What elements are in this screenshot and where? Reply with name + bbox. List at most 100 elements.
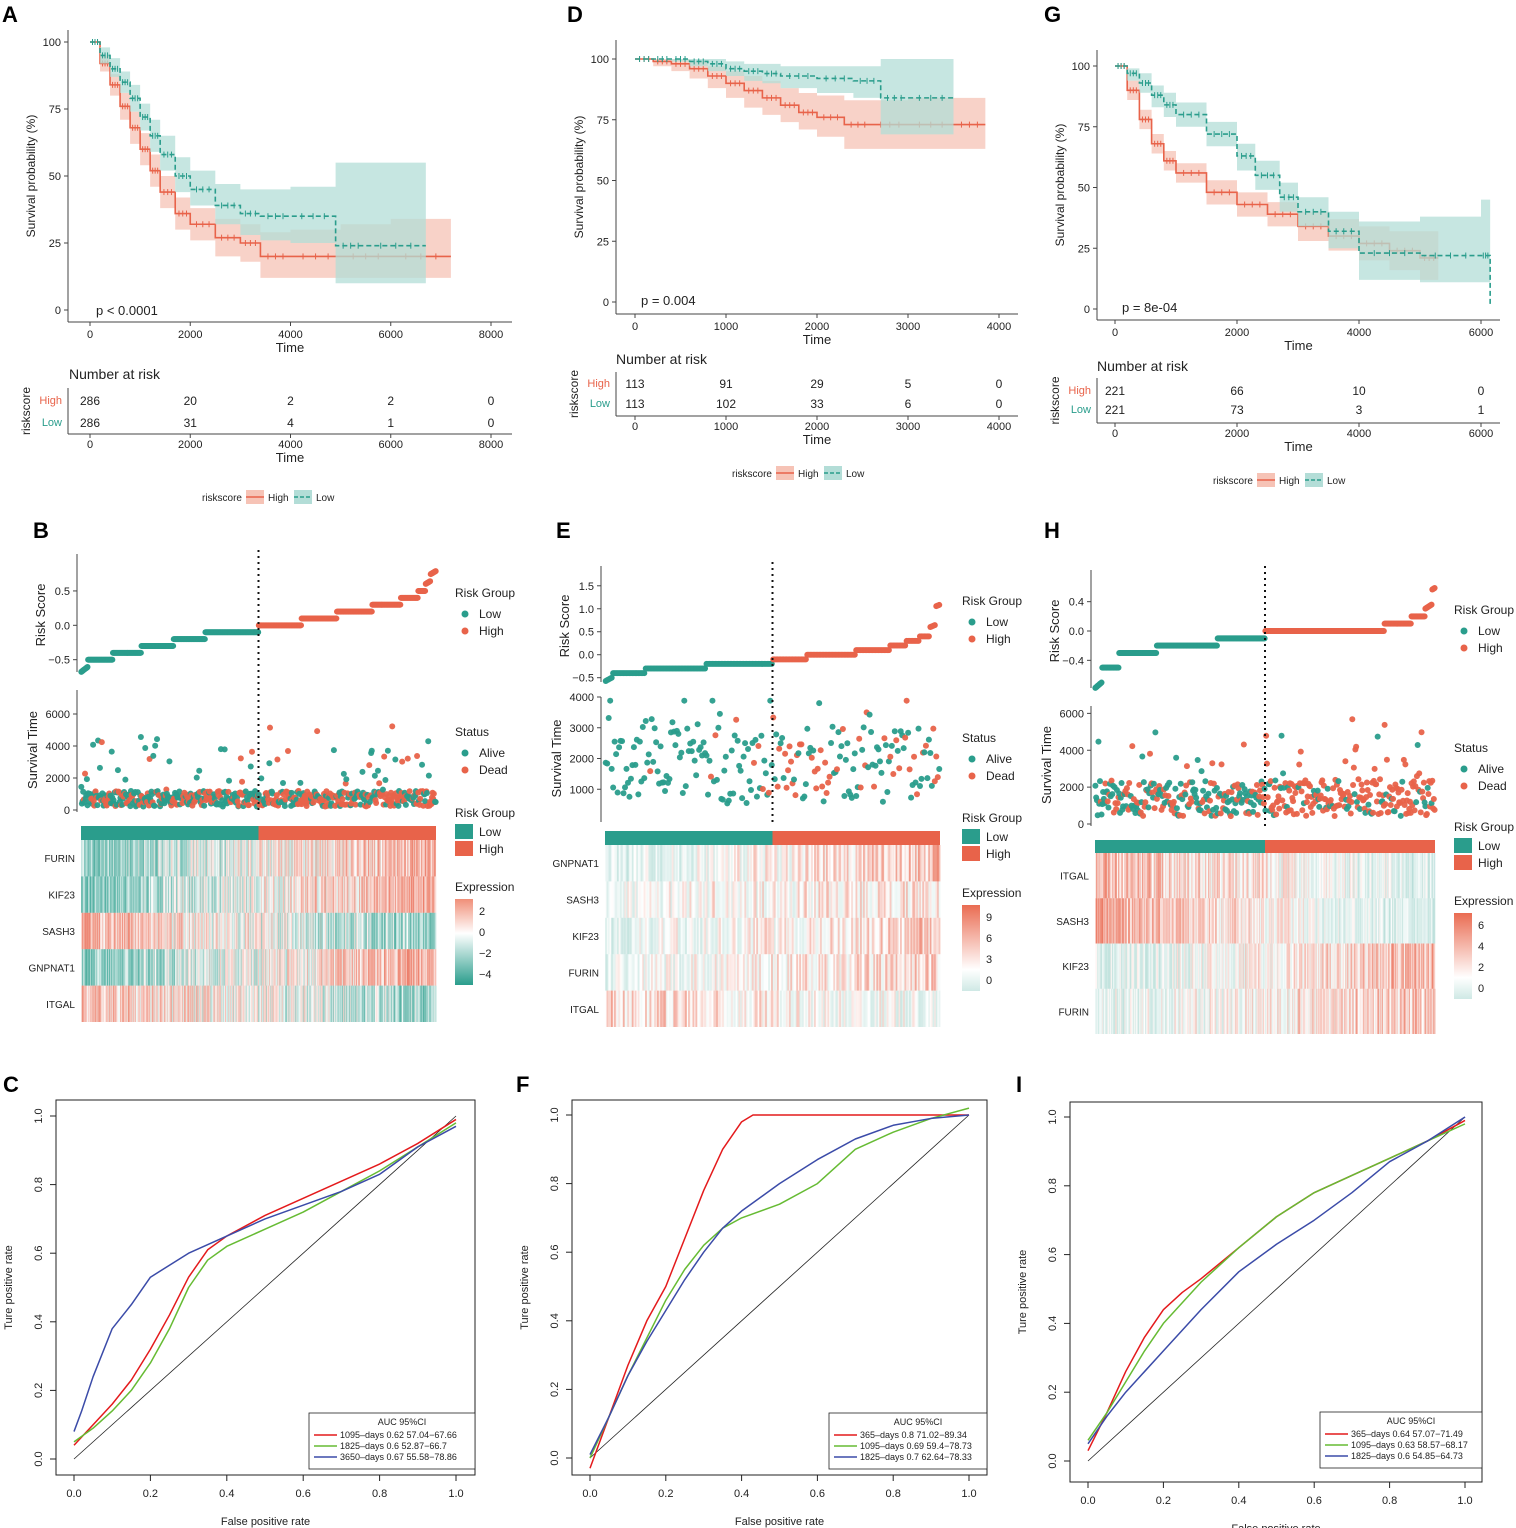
alive-point: [83, 776, 90, 783]
x-tick-label: 0: [1112, 327, 1118, 339]
expression-tick-label: 2: [479, 906, 485, 918]
alive-point: [688, 748, 695, 755]
alive-point: [878, 769, 885, 776]
dead-point: [776, 745, 783, 752]
x-tick-label: 0: [87, 329, 93, 341]
risk-score-point: [170, 642, 177, 649]
risk-x-tick-label: 8000: [479, 439, 503, 451]
alive-point: [705, 791, 712, 798]
dead-point: [792, 792, 799, 799]
alive-point: [201, 802, 208, 809]
risk-count-low: 113: [625, 397, 644, 411]
legend-title: riskscore: [732, 469, 772, 480]
alive-point: [613, 751, 620, 758]
risk-x-tick-label: 2000: [178, 439, 202, 451]
gene-label: ITGAL: [46, 1000, 75, 1011]
alive-point: [924, 775, 931, 782]
risk-count-high: 2: [287, 394, 294, 408]
risk-count-low: 102: [716, 397, 736, 411]
y-tick-label: 75: [597, 115, 609, 127]
risk-count-low: 1: [387, 416, 394, 430]
alive-point: [691, 757, 698, 764]
alive-point: [703, 752, 710, 759]
alive-point: [927, 749, 934, 756]
dead-point: [786, 743, 793, 750]
alive-point: [392, 756, 399, 763]
risk-score-point: [397, 601, 404, 608]
dead-point: [906, 766, 913, 773]
alive-point: [651, 725, 658, 732]
risk-row-label-high: High: [587, 378, 610, 390]
y-tick-label: 50: [597, 176, 609, 188]
risk-count-low: 31: [184, 416, 198, 430]
dead-point: [857, 784, 864, 791]
alive-point: [801, 793, 808, 800]
alive-point: [891, 728, 898, 735]
dead-point: [856, 735, 863, 742]
risk-row-label-low: Low: [590, 398, 610, 410]
legend-label-high-bar: High: [479, 842, 504, 856]
group-bar-high: [258, 826, 436, 840]
risk-count-high: 113: [625, 377, 644, 391]
dead-point: [750, 759, 757, 766]
risk-x-tick-label: 2000: [805, 421, 829, 433]
alive-point: [137, 734, 144, 741]
risk-score-point: [936, 601, 943, 608]
dead-point: [933, 753, 940, 760]
alive-point: [636, 738, 643, 745]
km-panel-A: A0 2000 4000 6000 80000255075100TimeSurvival…: [2, 2, 512, 504]
alive-point: [639, 723, 646, 730]
alive-point: [836, 753, 843, 760]
risk-score-point: [201, 636, 208, 643]
risk-x-tick-label: 0: [1112, 428, 1118, 440]
alive-point: [728, 747, 735, 754]
dead-point: [887, 753, 894, 760]
alive-point: [108, 748, 115, 755]
legend-label-low-bar: Low: [479, 825, 501, 839]
x-tick-label: 8000: [479, 329, 503, 341]
alive-point: [739, 795, 746, 802]
risk-count-low: 0: [488, 416, 495, 430]
alive-point: [804, 725, 811, 732]
dead-point: [381, 753, 388, 760]
alive-point: [90, 741, 97, 748]
risk-count-low: 1: [1478, 403, 1485, 417]
heatmap-cell: [435, 876, 437, 913]
dead-point: [314, 728, 321, 735]
risk-tick-label: −0.5: [572, 673, 594, 685]
dead-point: [92, 788, 99, 795]
risk-count-low: 0: [996, 397, 1003, 411]
alive-point: [740, 753, 747, 760]
risk-score-point: [368, 608, 375, 615]
p-value: p < 0.0001: [96, 303, 158, 318]
x-tick-label: 0: [632, 321, 638, 333]
risk-row-label-low: Low: [1071, 404, 1091, 416]
alive-point: [841, 793, 848, 800]
alive-point: [882, 742, 889, 749]
y-tick-label: 25: [597, 236, 609, 248]
alive-point: [619, 738, 626, 745]
dead-point: [934, 774, 941, 781]
legend-dot-high: [461, 627, 469, 635]
alive-point: [608, 765, 615, 772]
dead-point: [825, 779, 832, 786]
risk-x-tick-label: 0: [87, 439, 93, 451]
risk-count-high: 20: [184, 394, 198, 408]
risk-count-low: 33: [810, 397, 824, 411]
x-tick-label: 4000: [987, 321, 1011, 333]
alive-point: [114, 767, 121, 774]
legend-label-low: Low: [479, 607, 501, 621]
dead-point: [759, 785, 766, 792]
risk-row-label-high: High: [39, 395, 62, 407]
alive-point: [916, 782, 923, 789]
alive-point: [936, 765, 943, 772]
risk-tick-label: −0.5: [48, 655, 70, 667]
alive-point: [921, 749, 928, 756]
risk-tick-label: 0.0: [55, 620, 70, 632]
ci-band-low: [1115, 66, 1491, 305]
alive-point: [630, 744, 637, 751]
alive-point: [605, 715, 612, 722]
alive-point: [297, 779, 304, 786]
risk-score-title: Risk Score: [33, 584, 48, 647]
alive-point: [758, 732, 765, 739]
